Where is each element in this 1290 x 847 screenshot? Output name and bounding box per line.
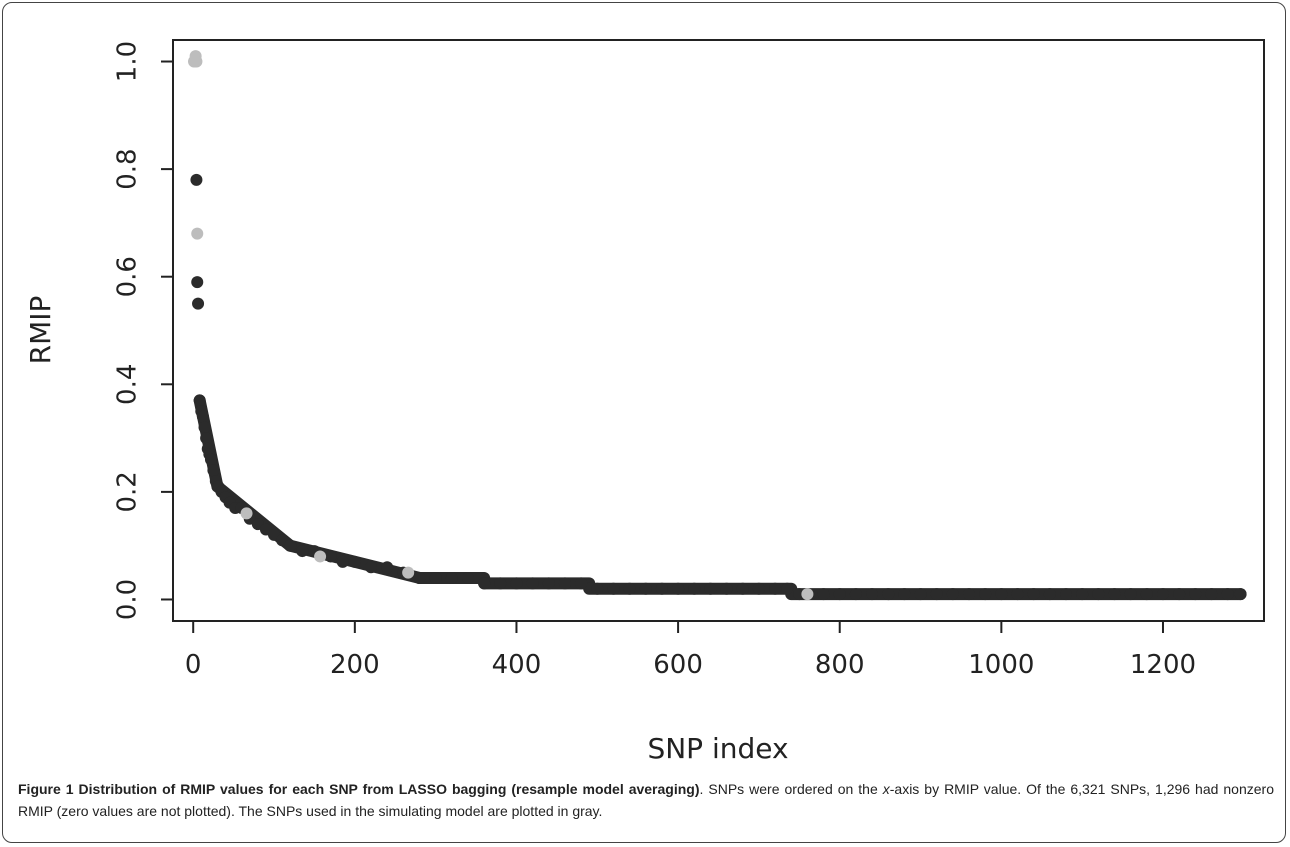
x-axis: 0 200 400 600 800 1000 1200	[185, 620, 1196, 680]
data-point	[898, 588, 911, 601]
data-point	[461, 571, 474, 584]
caption-text-1: . SNPs were ordered on the	[699, 781, 883, 797]
data-point	[769, 582, 782, 595]
data-point	[963, 588, 976, 601]
data-point	[200, 432, 213, 445]
y-tick-label: 0.2	[113, 471, 143, 512]
data-point	[1011, 588, 1024, 601]
data-point	[193, 394, 206, 407]
x-tick-label: 600	[653, 650, 703, 680]
y-tick-label: 0.8	[113, 148, 143, 189]
data-point	[781, 582, 794, 595]
data-point	[1173, 588, 1186, 601]
plot-area	[172, 39, 1265, 622]
data-point	[542, 577, 555, 590]
data-point	[704, 582, 717, 595]
data-point	[381, 561, 394, 574]
data-point	[1205, 588, 1218, 601]
data-point	[191, 276, 204, 289]
data-point	[192, 297, 205, 310]
data-point	[801, 588, 814, 601]
data-point	[882, 588, 895, 601]
data-point	[402, 566, 415, 579]
data-point	[1108, 588, 1121, 601]
x-axis-title: SNP index	[647, 732, 788, 765]
data-point	[1189, 588, 1202, 601]
data-point	[639, 582, 652, 595]
data-point	[1060, 588, 1073, 601]
data-point	[607, 582, 620, 595]
data-point	[720, 582, 733, 595]
data-point	[240, 507, 253, 520]
data-point	[190, 173, 203, 186]
data-point	[207, 464, 220, 477]
data-point	[1076, 588, 1089, 601]
data-point	[817, 588, 830, 601]
data-point	[196, 410, 209, 423]
data-point	[348, 555, 361, 568]
data-point	[946, 588, 959, 601]
data-point	[672, 582, 685, 595]
x-tick-label: 400	[492, 650, 542, 680]
x-tick-label: 1200	[1130, 650, 1196, 680]
caption-label: Figure 1 Distribution of RMIP values for…	[18, 781, 700, 797]
data-point	[849, 588, 862, 601]
data-point	[314, 550, 327, 563]
x-tick-label: 0	[185, 650, 202, 680]
data-point	[1043, 588, 1056, 601]
y-tick-label: 0.4	[113, 364, 143, 405]
data-point	[413, 571, 426, 584]
data-point	[752, 582, 765, 595]
x-tick-label: 1000	[968, 650, 1034, 680]
data-point	[736, 582, 749, 595]
data-point	[833, 588, 846, 601]
data-point	[591, 582, 604, 595]
figure-caption: Figure 1 Distribution of RMIP values for…	[18, 778, 1274, 822]
data-point	[324, 550, 337, 563]
data-point	[494, 577, 507, 590]
data-point	[1156, 588, 1169, 601]
data-point	[190, 55, 203, 68]
data-marks	[188, 50, 1247, 601]
y-tick-label: 0.6	[113, 256, 143, 297]
data-point	[296, 545, 309, 558]
data-point	[191, 227, 204, 240]
data-point	[429, 571, 442, 584]
data-point	[995, 588, 1008, 601]
caption-x-italic: x	[882, 781, 890, 797]
x-tick-label: 200	[330, 650, 380, 680]
rmip-scatter-chart: 0.0 0.2 0.4 0.6 0.8 1.0 0 200 400 600 800 1000 1200…	[24, 39, 1265, 765]
data-point	[364, 561, 377, 574]
data-point	[930, 588, 943, 601]
data-point	[336, 555, 349, 568]
data-point	[688, 582, 701, 595]
data-point	[478, 577, 491, 590]
data-point	[1124, 588, 1137, 601]
data-point	[1092, 588, 1105, 601]
y-axis-title: RMIP	[24, 296, 57, 365]
data-point	[198, 421, 211, 434]
data-point	[866, 588, 879, 601]
data-point	[979, 588, 992, 601]
data-point	[914, 588, 927, 601]
data-point	[204, 453, 217, 466]
data-point	[1234, 588, 1247, 601]
y-axis: 0.0 0.2 0.4 0.6 0.8 1.0	[113, 41, 174, 620]
data-point	[284, 539, 297, 552]
data-point	[1027, 588, 1040, 601]
data-point	[1221, 588, 1234, 601]
data-point	[1140, 588, 1153, 601]
data-point	[623, 582, 636, 595]
data-point	[445, 571, 458, 584]
data-point	[510, 577, 523, 590]
y-tick-label: 0.0	[113, 579, 143, 620]
data-point	[575, 577, 588, 590]
y-tick-label: 1.0	[113, 41, 143, 82]
data-point	[526, 577, 539, 590]
caption-text-2: -axis by RMIP value. Of the 6,321 SNPs, …	[18, 781, 1274, 819]
data-point	[558, 577, 571, 590]
x-tick-label: 800	[815, 650, 865, 680]
data-point	[655, 582, 668, 595]
